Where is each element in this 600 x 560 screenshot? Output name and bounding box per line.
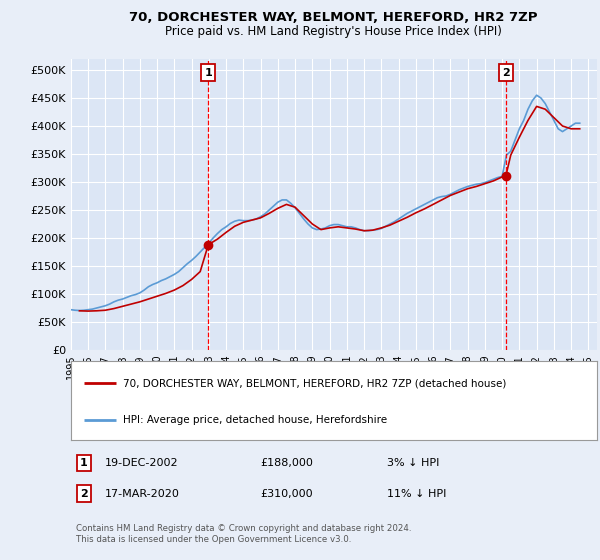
Text: 2: 2 xyxy=(80,488,88,498)
Text: Price paid vs. HM Land Registry's House Price Index (HPI): Price paid vs. HM Land Registry's House … xyxy=(164,25,502,39)
Text: 1: 1 xyxy=(80,458,88,468)
Text: 19-DEC-2002: 19-DEC-2002 xyxy=(105,458,179,468)
Text: £310,000: £310,000 xyxy=(260,488,313,498)
Text: 11% ↓ HPI: 11% ↓ HPI xyxy=(386,488,446,498)
Text: HPI: Average price, detached house, Herefordshire: HPI: Average price, detached house, Here… xyxy=(124,415,388,425)
Text: 17-MAR-2020: 17-MAR-2020 xyxy=(105,488,180,498)
Text: 1: 1 xyxy=(205,68,212,77)
Text: 70, DORCHESTER WAY, BELMONT, HEREFORD, HR2 7ZP (detached house): 70, DORCHESTER WAY, BELMONT, HEREFORD, H… xyxy=(124,378,507,388)
Text: 2: 2 xyxy=(502,68,509,77)
Text: Contains HM Land Registry data © Crown copyright and database right 2024.
This d: Contains HM Land Registry data © Crown c… xyxy=(76,524,412,544)
Text: 3% ↓ HPI: 3% ↓ HPI xyxy=(386,458,439,468)
Text: 70, DORCHESTER WAY, BELMONT, HEREFORD, HR2 7ZP: 70, DORCHESTER WAY, BELMONT, HEREFORD, H… xyxy=(129,11,537,25)
Text: £188,000: £188,000 xyxy=(260,458,313,468)
